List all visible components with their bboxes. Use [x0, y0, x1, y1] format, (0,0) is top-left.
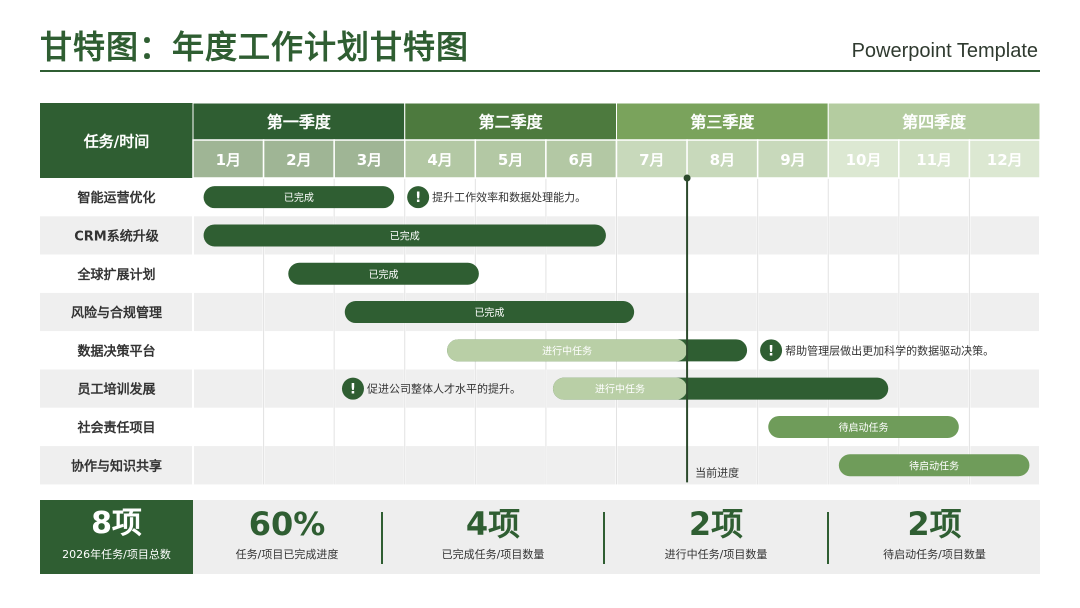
month-header [968, 139, 1041, 179]
task-name: CRM系统升级 [74, 228, 159, 244]
stat-divider [827, 512, 829, 564]
task-name: 社会责任项目 [76, 420, 155, 436]
exclamation-mark: ! [415, 190, 421, 206]
task-name: 员工培训发展 [77, 382, 156, 398]
month-header [474, 139, 547, 179]
title-divider [40, 70, 1040, 72]
exclamation-icon [760, 339, 783, 362]
task-bar [838, 454, 1030, 477]
month-label: 7月 [639, 151, 664, 169]
task-name: 风险与合规管理 [71, 305, 162, 321]
task-status-label: 待启动任务 [839, 421, 889, 434]
task-note: 提升工作效率和数据处理能力。 [432, 190, 586, 204]
month-label: 2月 [286, 151, 311, 169]
task-bar [203, 224, 606, 247]
month-header [545, 139, 618, 179]
stat-value: 60% [248, 505, 326, 543]
month-label: 10月 [846, 151, 882, 169]
exclamation-icon [407, 186, 430, 209]
stat-value: 2项 [688, 505, 744, 543]
exclamation-mark: ! [350, 382, 356, 398]
row-background [40, 369, 1040, 408]
month-label: 1月 [216, 151, 241, 169]
page-subtitle: Powerpoint Template [851, 40, 1038, 62]
row-background [40, 254, 1040, 293]
task-name: 智能运营优化 [77, 190, 155, 206]
month-label: 5月 [498, 151, 523, 169]
exclamation-icon [341, 377, 364, 400]
stat-total: 8项 2026年任务/项目总数 [40, 500, 193, 574]
quarter-label: 第四季度 [902, 113, 967, 132]
stat-divider [603, 512, 605, 564]
month-label: 12月 [987, 151, 1023, 169]
month-header [262, 139, 335, 179]
task-bar [344, 301, 635, 324]
task-note: 帮助管理层做出更加科学的数据驱动决策。 [785, 343, 994, 357]
task-status-label: 已完成 [369, 268, 399, 281]
month-label: 3月 [357, 151, 382, 169]
task-name: 全球扩展计划 [76, 267, 155, 283]
month-label: 11月 [916, 151, 952, 169]
corner-label: 任务/时间 [83, 133, 149, 151]
stats-panel: 8项 2026年任务/项目总数 60% 任务/项目已完成进度 4项 已完成任务/… [40, 500, 1040, 574]
quarter-label: 第二季度 [479, 113, 544, 132]
month-label: 4月 [427, 151, 452, 169]
month-header [756, 139, 830, 179]
stat-label: 已完成任务/项目数量 [441, 548, 545, 561]
quarter-header [404, 102, 617, 141]
page-title: 甘特图：年度工作计划甘特图 [40, 28, 470, 66]
task-status-label: 已完成 [284, 191, 314, 204]
task-note: 促进公司整体人才水平的提升。 [367, 382, 521, 396]
task-bar [288, 262, 479, 285]
month-header [827, 139, 900, 179]
month-header [333, 139, 406, 179]
stat-pending-count: 2项 待启动任务/项目数量 [829, 500, 1040, 574]
stat-completion-progress: 60% 任务/项目已完成进度 [193, 500, 381, 574]
stat-total-value: 8项 [91, 506, 142, 541]
stat-value: 2项 [907, 505, 962, 543]
month-label: 8月 [710, 151, 735, 169]
stat-total-label: 2026年任务/项目总数 [62, 548, 171, 561]
task-bar-progress [447, 339, 688, 362]
quarter-header [192, 102, 406, 141]
quarter-header [616, 102, 829, 141]
quarter-label: 第一季度 [267, 113, 332, 132]
stat-value: 4项 [465, 505, 521, 543]
month-label: 9月 [780, 151, 805, 169]
quarter-label: 第三季度 [690, 113, 755, 132]
month-header [686, 139, 759, 179]
stat-label: 进行中任务/项目数量 [664, 548, 768, 561]
month-header [192, 139, 265, 179]
task-status-label: 已完成 [390, 229, 420, 242]
stat-in-progress-count: 2项 进行中任务/项目数量 [605, 500, 827, 574]
exclamation-mark: ! [768, 343, 774, 359]
task-status-label: 已完成 [474, 306, 504, 319]
stat-divider [381, 512, 383, 564]
stat-completed-count: 4项 已完成任务/项目数量 [383, 500, 603, 574]
task-name: 协作与知识共享 [71, 458, 162, 474]
month-header [898, 139, 971, 179]
corner-header [40, 103, 193, 178]
task-bar-progress [552, 377, 688, 400]
task-status-label: 待启动任务 [909, 459, 959, 472]
current-progress-label: 当前进度 [695, 465, 739, 479]
quarter-header [827, 102, 1041, 141]
task-bar [768, 415, 959, 438]
task-status-label: 进行中任务 [542, 344, 592, 357]
task-name: 数据决策平台 [77, 343, 155, 359]
stat-label: 任务/项目已完成进度 [235, 548, 339, 561]
month-label: 6月 [568, 151, 593, 169]
current-progress-marker [683, 174, 691, 182]
task-bar [203, 186, 395, 209]
stat-label: 待启动任务/项目数量 [883, 548, 986, 561]
task-status-label: 进行中任务 [595, 383, 645, 396]
